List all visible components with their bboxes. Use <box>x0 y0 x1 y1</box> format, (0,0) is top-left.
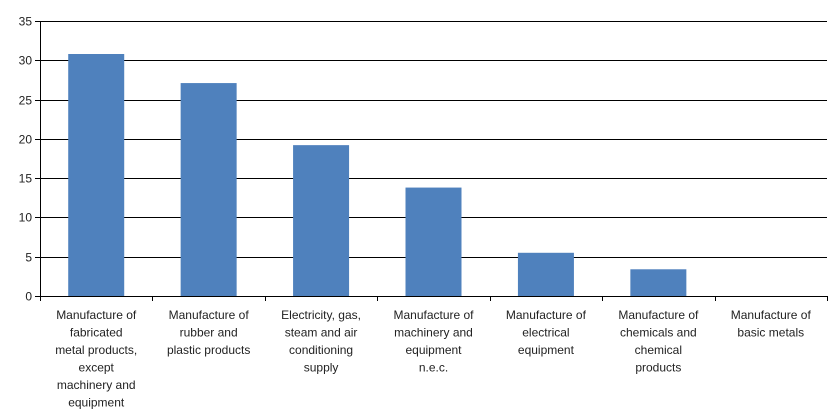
y-tick-label: 35 <box>19 15 33 29</box>
x-tick-label: Manufacture of machinery and equipment n.e.… <box>393 308 474 375</box>
x-tick-label: Manufacture of chemicals and chemical produ… <box>618 308 699 375</box>
y-tick-label: 15 <box>19 172 33 186</box>
bar <box>293 145 349 296</box>
x-tick-label: Manufacture of rubber and plastic products <box>167 308 250 357</box>
x-tick-label-line: products <box>635 361 681 375</box>
x-tick-label-line: Manufacture of <box>56 308 137 322</box>
x-tick-label: Manufacture of electrical equipment <box>506 308 587 357</box>
x-tick-label-line: equipment <box>518 343 575 357</box>
x-tick-label-line: electrical <box>522 326 569 340</box>
x-axis-labels: Manufacture of fabricated metal products, e… <box>55 308 811 410</box>
x-tick-label-line: machinery and <box>394 326 473 340</box>
x-tick-label-line: equipment <box>68 396 125 410</box>
x-tick-label-line: chemical <box>635 343 682 357</box>
x-tick-label-line: Manufacture of <box>169 308 250 322</box>
x-tick-label-line: Manufacture of <box>618 308 699 322</box>
x-tick-label: Manufacture of fabricated metal products, e… <box>55 308 137 410</box>
y-tick-label: 5 <box>25 251 32 265</box>
bar <box>406 188 462 296</box>
bar <box>181 83 237 296</box>
y-tick-label: 10 <box>19 211 33 225</box>
bars <box>68 54 686 296</box>
x-tick-label-line: basic metals <box>737 326 804 340</box>
x-tick-label-line: metal products, <box>55 343 137 357</box>
x-tick-label-line: n.e.c. <box>419 361 448 375</box>
bar <box>518 253 574 296</box>
x-tick-label-line: Manufacture of <box>506 308 587 322</box>
x-tick-label-line: rubber and <box>180 326 238 340</box>
x-tick-label: Electricity, gas, steam and air conditioni… <box>281 308 361 375</box>
y-tick-label: 20 <box>19 133 33 147</box>
bar <box>630 269 686 296</box>
y-tick-label: 0 <box>25 290 32 304</box>
x-tick-label-line: steam and air <box>285 326 358 340</box>
x-tick-label-line: conditioning <box>289 343 353 357</box>
x-tick-label-line: machinery and <box>57 378 136 392</box>
x-tick-label-line: equipment <box>405 343 462 357</box>
x-tick-label: Manufacture of basic metals <box>731 308 812 340</box>
x-tick-label-line: except <box>79 361 115 375</box>
y-axis-ticks: 0 5 10 15 20 25 30 35 <box>19 15 40 304</box>
x-tick-label-line: chemicals and <box>620 326 697 340</box>
x-tick-label-line: fabricated <box>70 326 123 340</box>
bar <box>68 54 124 296</box>
x-tick-label-line: supply <box>304 361 339 375</box>
x-tick-label-line: Manufacture of <box>393 308 474 322</box>
x-tick-label-line: plastic products <box>167 343 250 357</box>
x-tick-label-line: Manufacture of <box>731 308 812 322</box>
y-tick-label: 30 <box>19 54 33 68</box>
x-tick-label-line: Electricity, gas, <box>281 308 361 322</box>
y-tick-label: 25 <box>19 94 33 108</box>
